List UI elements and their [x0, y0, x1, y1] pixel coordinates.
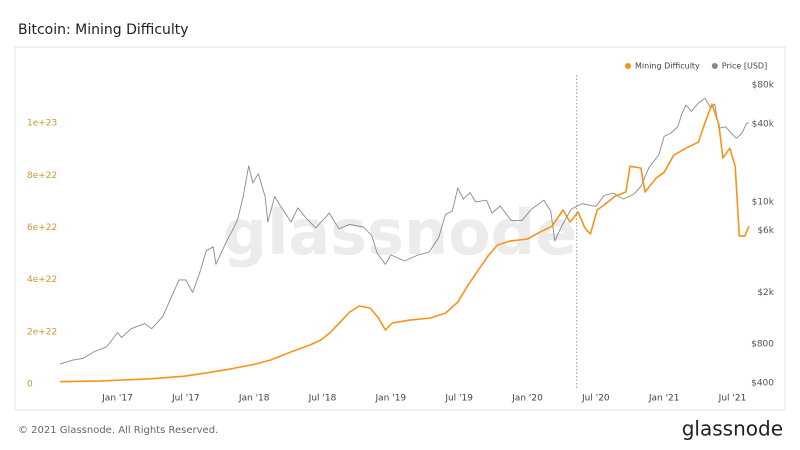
x-tick-label: Jul '18 — [308, 394, 337, 404]
x-tick-label: Jan '18 — [238, 394, 270, 404]
y2-tick-label: $400 — [751, 379, 774, 389]
legend-swatch — [711, 63, 718, 69]
y-tick-label: 1e+23 — [27, 119, 57, 129]
x-tick-label: Jul '21 — [718, 394, 747, 404]
y2-tick-label: $2k — [757, 288, 774, 298]
x-tick-label: Jan '17 — [101, 394, 133, 404]
y-tick-label: 8e+22 — [27, 171, 57, 181]
watermark: glassnode — [223, 196, 577, 269]
y-tick-label: 2e+22 — [27, 327, 57, 337]
y2-tick-label: $80k — [752, 80, 775, 90]
y2-tick-label: $6k — [757, 226, 774, 236]
x-tick-label: Jan '21 — [648, 394, 680, 404]
plot: 0 2e+22 4e+22 6e+22 8e+22 1e+23 $400 $800 $2k $6k… — [27, 62, 775, 404]
y2-tick-label: $40k — [752, 119, 775, 129]
x-tick-label: Jul '17 — [171, 394, 200, 404]
x-tick-label: Jul '19 — [444, 394, 473, 404]
y2-tick-label: $800 — [751, 340, 774, 350]
x-tick-label: Jan '20 — [511, 394, 543, 404]
y2-tick-label: $10k — [752, 197, 775, 207]
legend-swatch — [625, 63, 631, 69]
y-tick-label: 4e+22 — [27, 275, 57, 285]
series-line — [60, 103, 750, 383]
x-tick-label: Jan '19 — [374, 394, 406, 404]
chart-title: Bitcoin: Mining Difficulty — [18, 22, 189, 38]
legend-label: Price [USD] — [722, 62, 767, 71]
series-line — [59, 97, 750, 365]
logo: glassnode — [682, 417, 783, 441]
chart-frame — [14, 46, 786, 411]
y-tick-label: 0 — [27, 380, 33, 390]
legend-label: Mining Difficulty — [635, 62, 700, 71]
copyright: © 2021 Glassnode. All Rights Reserved. — [18, 425, 218, 436]
x-tick-label: Jul '20 — [581, 394, 610, 404]
y-tick-label: 6e+22 — [27, 223, 57, 233]
